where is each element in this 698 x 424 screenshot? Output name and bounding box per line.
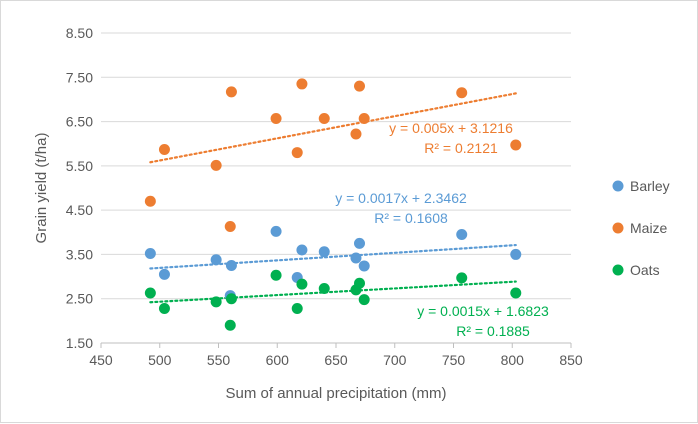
x-tick-label: 700	[383, 352, 407, 368]
data-point-oats	[270, 269, 282, 281]
data-point-oats	[158, 302, 170, 314]
data-point-barley	[158, 268, 170, 280]
data-point-maize	[158, 143, 170, 155]
trendlines	[149, 92, 517, 304]
r-squared-oats: R² = 0.1885	[456, 323, 530, 339]
data-point-oats	[354, 277, 365, 289]
y-tick-label: 7.50	[66, 69, 93, 85]
data-point-barley	[510, 248, 522, 260]
y-tick-label: 8.50	[66, 25, 93, 41]
y-tick-label: 4.50	[66, 202, 93, 218]
y-tick-label: 2.50	[66, 291, 93, 307]
data-point-maize	[350, 128, 362, 140]
data-point-oats	[318, 283, 330, 295]
data-point-maize	[510, 139, 522, 151]
x-tick-label: 500	[148, 352, 172, 368]
data-point-maize	[291, 147, 303, 159]
x-tick-label: 600	[266, 352, 290, 368]
legend-marker-oats	[612, 264, 624, 276]
x-tick-label: 850	[559, 352, 583, 368]
data-point-oats	[456, 272, 468, 284]
x-axis-ticks: 450 500 550 600 650 700 750 800 850	[89, 343, 583, 368]
y-tick-label: 6.50	[66, 114, 93, 130]
data-point-barley	[210, 254, 222, 266]
x-tick-label: 800	[501, 352, 525, 368]
data-point-oats	[358, 294, 370, 306]
x-tick-label: 450	[89, 352, 113, 368]
data-points	[144, 78, 522, 331]
legend: Barley Maize Oats	[612, 178, 670, 278]
trendline-oats	[149, 280, 517, 304]
trendline-barley	[149, 243, 517, 270]
data-point-oats	[210, 296, 222, 308]
legend-label-maize: Maize	[630, 220, 668, 236]
legend-marker-barley	[612, 180, 624, 192]
data-point-oats	[225, 293, 237, 305]
y-axis-title: Grain yield (t/ha)	[33, 133, 50, 244]
y-tick-label: 3.50	[66, 246, 93, 262]
data-point-maize	[225, 86, 237, 98]
data-point-maize	[358, 112, 370, 124]
trendline-maize	[149, 92, 517, 164]
data-point-barley	[225, 260, 237, 271]
data-point-barley	[456, 229, 468, 240]
data-point-barley	[354, 237, 365, 249]
data-point-barley	[358, 260, 370, 272]
data-point-maize	[456, 87, 468, 99]
data-point-maize	[270, 112, 282, 124]
data-point-barley	[270, 225, 282, 237]
y-axis-ticks: 1.50 2.50 3.50 4.50 5.50 6.50 7.50 8.50	[66, 25, 93, 351]
r-squared-maize: R² = 0.2121	[424, 140, 498, 156]
y-tick-label: 1.50	[66, 335, 93, 351]
data-point-oats	[291, 302, 303, 314]
x-tick-label: 750	[442, 352, 466, 368]
data-point-barley	[296, 244, 308, 256]
data-point-oats	[144, 287, 156, 299]
trendline-equation-oats: y = 0.0015x + 1.6823	[417, 303, 549, 319]
trendline-equation-maize: y = 0.005x + 3.1216	[389, 120, 513, 136]
data-point-oats	[224, 319, 236, 331]
x-axis-title: Sum of annual precipitation (mm)	[226, 385, 447, 402]
trendline-equation-barley: y = 0.0017x + 2.3462	[335, 190, 467, 206]
x-tick-label: 550	[207, 352, 231, 368]
data-point-barley	[318, 246, 330, 258]
data-point-maize	[224, 221, 236, 233]
data-point-oats	[510, 287, 522, 299]
data-point-maize	[296, 78, 308, 90]
legend-marker-maize	[612, 222, 624, 234]
data-point-maize	[144, 195, 156, 207]
data-point-maize	[318, 112, 330, 124]
data-point-oats	[296, 278, 308, 290]
data-point-barley	[144, 248, 156, 260]
gridlines	[101, 32, 571, 344]
data-point-barley	[350, 252, 362, 264]
data-point-maize	[210, 159, 222, 171]
legend-label-barley: Barley	[630, 178, 670, 194]
legend-label-oats: Oats	[630, 262, 660, 278]
trendline-equations: y = 0.0017x + 2.3462 R² = 0.1608 y = 0.005…	[335, 120, 549, 339]
y-tick-label: 5.50	[66, 158, 93, 174]
x-tick-label: 650	[324, 352, 348, 368]
data-point-maize	[354, 80, 365, 92]
r-squared-barley: R² = 0.1608	[374, 210, 448, 226]
